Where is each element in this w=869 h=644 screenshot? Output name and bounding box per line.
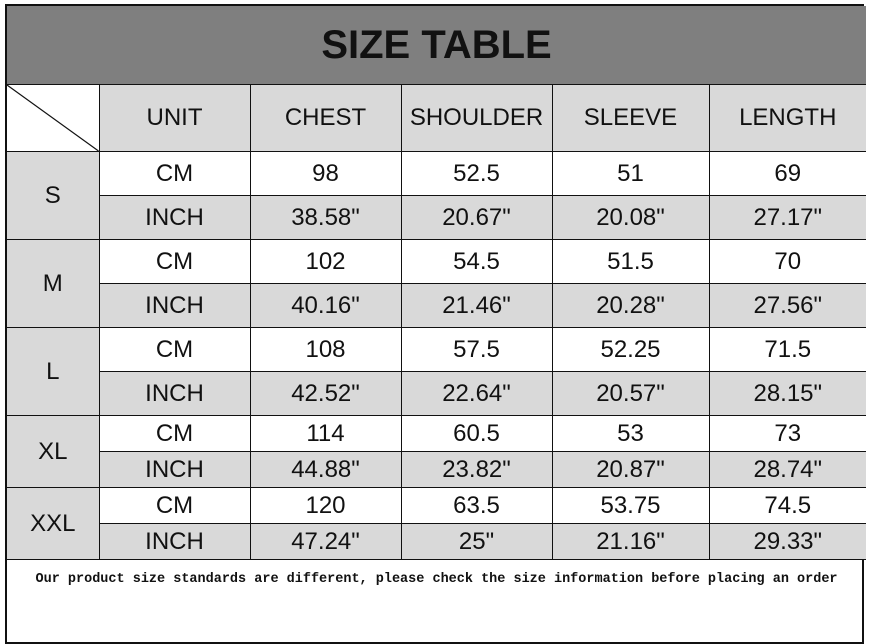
size-label: XL (7, 415, 100, 488)
table-row: XL CM 114 60.5 53 73 (7, 415, 867, 488)
table-row: M CM 102 54.5 51.5 70 (7, 239, 867, 328)
size-label: S (7, 151, 100, 240)
header-unit: UNIT (98, 84, 251, 152)
cell-shoulder: 60.5 (400, 415, 553, 452)
cell-unit: CM (98, 487, 251, 524)
diagonal-divider (7, 85, 99, 151)
cell-shoulder: 20.67" (400, 195, 553, 240)
table-row: INCH 44.88" 23.82" 20.87" 28.74" (7, 451, 867, 488)
cell-length: 70 (708, 239, 867, 284)
cell-unit: INCH (99, 371, 251, 416)
cell-length: 28.74" (708, 451, 867, 488)
size-table-container: SIZE TABLE UNIT CHEST SHOULDER SLEEVE LE… (5, 4, 867, 644)
cell-shoulder: 25" (400, 523, 553, 560)
table-row: INCH 40.16" 21.46" 20.28" 27.56" (7, 283, 867, 328)
cell-length: 73 (708, 415, 867, 452)
table-row: XXL CM 120 63.5 53.75 74.5 (7, 487, 867, 560)
table-title: SIZE TABLE (7, 6, 867, 85)
header-sleeve: SLEEVE (551, 84, 710, 152)
cell-length: 29.33" (708, 523, 867, 560)
cell-chest: 47.24" (249, 523, 402, 560)
cell-unit: INCH (99, 195, 251, 240)
header-shoulder: SHOULDER (400, 84, 553, 152)
cell-unit: CM (98, 151, 251, 196)
footer-row: Our product size standards are different… (7, 559, 867, 642)
cell-length: 27.56" (708, 283, 867, 328)
header-length: LENGTH (708, 84, 867, 152)
cell-shoulder: 57.5 (400, 327, 553, 372)
table-row: INCH 38.58" 20.67" 20.08" 27.17" (7, 195, 867, 240)
cell-unit: INCH (99, 283, 251, 328)
cell-sleeve: 51 (551, 151, 710, 196)
cell-length: 74.5 (708, 487, 867, 524)
size-label: M (7, 239, 100, 328)
cell-chest: 114 (249, 415, 402, 452)
size-label: XXL (7, 487, 100, 560)
cell-sleeve: 53 (551, 415, 710, 452)
cell-unit: CM (98, 415, 251, 452)
cell-length: 27.17" (708, 195, 867, 240)
cell-unit: INCH (99, 451, 251, 488)
cell-chest: 120 (249, 487, 402, 524)
cell-chest: 44.88" (249, 451, 402, 488)
cell-sleeve: 20.87" (551, 451, 710, 488)
cell-chest: 38.58" (249, 195, 402, 240)
cell-chest: 108 (249, 327, 402, 372)
cell-shoulder: 52.5 (400, 151, 553, 196)
table-row: L CM 108 57.5 52.25 71.5 (7, 327, 867, 416)
cell-chest: 42.52" (249, 371, 402, 416)
cell-sleeve: 20.57" (551, 371, 710, 416)
cell-sleeve: 20.28" (551, 283, 710, 328)
cell-length: 69 (708, 151, 867, 196)
cell-sleeve: 20.08" (551, 195, 710, 240)
cell-unit: CM (98, 327, 251, 372)
cell-sleeve: 51.5 (551, 239, 710, 284)
cell-chest: 102 (249, 239, 402, 284)
cell-unit: CM (98, 239, 251, 284)
cell-sleeve: 52.25 (551, 327, 710, 372)
table-row: INCH 42.52" 22.64" 20.57" 28.15" (7, 371, 867, 416)
cell-length: 28.15" (708, 371, 867, 416)
cell-shoulder: 63.5 (400, 487, 553, 524)
cell-chest: 40.16" (249, 283, 402, 328)
header-chest: CHEST (249, 84, 402, 152)
cell-length: 71.5 (708, 327, 867, 372)
corner-cell (7, 84, 100, 152)
cell-sleeve: 53.75 (551, 487, 710, 524)
cell-shoulder: 22.64" (400, 371, 553, 416)
size-label: L (7, 327, 100, 416)
table-row: S CM 98 52.5 51 69 (7, 151, 867, 240)
cell-chest: 98 (249, 151, 402, 196)
cell-unit: INCH (99, 523, 251, 560)
cell-shoulder: 54.5 (400, 239, 553, 284)
cell-sleeve: 21.16" (551, 523, 710, 560)
size-table: SIZE TABLE UNIT CHEST SHOULDER SLEEVE LE… (7, 6, 867, 642)
table-row: INCH 47.24" 25" 21.16" 29.33" (7, 523, 867, 560)
cell-shoulder: 21.46" (400, 283, 553, 328)
header-row: UNIT CHEST SHOULDER SLEEVE LENGTH (7, 84, 867, 152)
title-row: SIZE TABLE (7, 6, 867, 85)
footer-note: Our product size standards are different… (7, 559, 867, 642)
cell-shoulder: 23.82" (400, 451, 553, 488)
